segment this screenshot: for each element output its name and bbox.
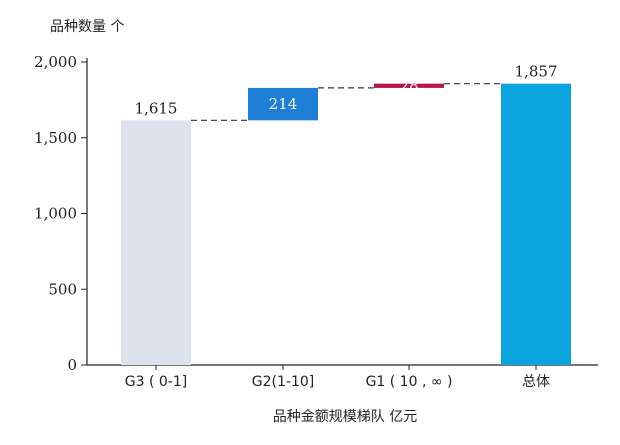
- y-axis-title: 品种数量 个: [50, 19, 124, 35]
- y-tick-label: 2,000: [34, 53, 77, 71]
- bar: [121, 120, 191, 365]
- plot-area: 0 500 1,000 1,500 2,000 G3 ( 0-1] 1,615 G2(1-10…: [34, 53, 598, 390]
- data-label: 1,857: [515, 63, 558, 81]
- y-tick-label: 1,500: [34, 129, 77, 147]
- x-tick-label: G1 ( 10 , ∞ ): [366, 374, 453, 390]
- x-tick-label: G2(1-10]: [252, 374, 314, 390]
- bar: [248, 87, 318, 121]
- x-tick-label: 总体: [522, 374, 550, 390]
- y-tick-label: 0: [67, 356, 77, 374]
- bar: [501, 83, 571, 366]
- data-label: 214: [269, 95, 298, 113]
- y-tick-label: 500: [48, 280, 77, 298]
- data-label: 1,615: [135, 99, 178, 117]
- x-axis-title: 品种金额规模梯队 亿元: [273, 409, 417, 425]
- y-tick-label: 1,000: [34, 205, 77, 223]
- x-tick-label: G3 ( 0-1]: [125, 374, 187, 390]
- data-label: 28: [399, 77, 418, 95]
- bar: [374, 83, 444, 88]
